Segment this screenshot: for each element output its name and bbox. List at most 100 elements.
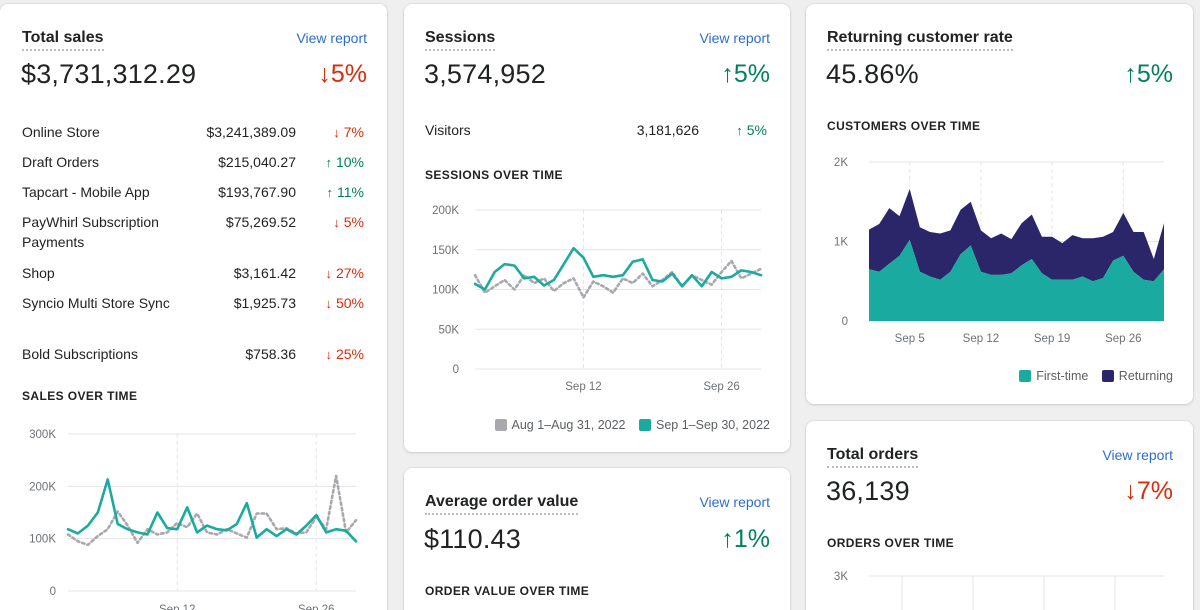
sales-channel-amount: $3,161.42: [233, 265, 296, 281]
sessions-view-report-link[interactable]: View report: [699, 30, 770, 46]
customers-legend: First-time Returning: [1009, 368, 1173, 384]
sales-chart-label: SALES OVER TIME: [22, 389, 138, 403]
down-arrow-icon: ↓: [333, 125, 340, 140]
sales-channel-name: Online Store: [22, 124, 100, 140]
legend-item-previous[interactable]: Aug 1–Aug 31, 2022: [494, 418, 626, 432]
sales-channel-name: Tapcart - Mobile App: [22, 184, 150, 200]
sessions-value: 3,574,952: [424, 59, 546, 89]
x-tick-label: Sep 12: [159, 604, 195, 610]
legend-item-first-time[interactable]: First-time: [1019, 369, 1088, 383]
sales-channel-change: ↓ 7%: [333, 122, 364, 143]
sales-channel-change-value: 27%: [335, 265, 364, 281]
returning-title[interactable]: Returning customer rate: [827, 28, 1013, 51]
y-tick-label: 200K: [29, 481, 56, 493]
sessions-chart-label: SESSIONS OVER TIME: [425, 168, 563, 182]
aov-delta: ↑1%: [721, 525, 770, 553]
aov-view-report-link[interactable]: View report: [699, 494, 770, 510]
orders-title[interactable]: Total orders: [827, 445, 919, 468]
legend-returning-label: Returning: [1118, 369, 1173, 383]
y-tick-label: 2K: [834, 157, 848, 169]
x-tick-label: Sep 26: [298, 604, 334, 610]
legend-swatch-current: [639, 419, 651, 431]
sales-channel-name: Draft Orders: [22, 154, 100, 170]
sales-channel-change-value: 50%: [335, 295, 364, 311]
x-tick-label: Sep 26: [703, 381, 739, 393]
sales-channel-change: ↓ 25%: [325, 344, 364, 365]
visitors-label: Visitors: [425, 122, 471, 138]
up-arrow-icon: ↑: [326, 185, 334, 200]
sales-channel-name: Bold Subscriptions: [22, 346, 138, 362]
y-tick-label: 1K: [834, 237, 848, 249]
total-sales-view-report-link[interactable]: View report: [296, 30, 367, 46]
sales-channel-change: ↑ 10%: [325, 152, 364, 173]
average-order-value-card: Average order value View report $110.43 …: [404, 468, 790, 610]
total-sales-title[interactable]: Total sales: [22, 28, 104, 51]
sales-channel-amount: $758.36: [245, 346, 296, 362]
area-first-time: [869, 239, 1164, 321]
sales-channel-change-value: 25%: [335, 346, 364, 362]
sessions-title[interactable]: Sessions: [425, 28, 496, 51]
sales-channel-amount: $1,925.73: [233, 295, 296, 311]
sales-channel-amount: $215,040.27: [218, 154, 296, 170]
y-tick-label: 150K: [432, 245, 459, 257]
sessions-legend: Aug 1–Aug 31, 2022 Sep 1–Sep 30, 2022: [485, 417, 770, 433]
sales-channel-amount: $3,241,389.09: [206, 124, 296, 140]
total-sales-value: $3,731,312.29: [21, 59, 197, 89]
up-arrow-icon: ↑: [325, 155, 332, 170]
sales-channel-name: Shop: [22, 265, 55, 281]
x-tick-label: Sep 12: [565, 381, 601, 393]
down-arrow-icon: ↓: [333, 215, 340, 230]
orders-view-report-link[interactable]: View report: [1102, 447, 1173, 463]
sales-channel-change-value: 11%: [337, 184, 364, 200]
y-tick-label: 100K: [29, 534, 56, 546]
sales-channel-change-value: 7%: [343, 124, 364, 140]
y-tick-label: 0: [842, 316, 848, 328]
sales-channel-change: ↓ 27%: [325, 263, 364, 284]
orders-over-time-chart: 3K: [834, 571, 1164, 610]
total-orders-card: Total orders View report 36,139 ↓7% ORDE…: [806, 421, 1193, 610]
x-tick-label: Sep 26: [1105, 333, 1141, 345]
customers-chart-label: CUSTOMERS OVER TIME: [827, 119, 981, 133]
x-tick-label: Sep 5: [895, 333, 925, 345]
x-tick-label: Sep 19: [1034, 333, 1070, 345]
legend-current-label: Sep 1–Sep 30, 2022: [656, 418, 770, 432]
legend-swatch-returning: [1101, 370, 1114, 382]
total-sales-delta: ↓5%: [318, 60, 367, 88]
y-tick-label: 50K: [439, 324, 460, 336]
sales-channel-change: ↓ 50%: [325, 293, 364, 314]
y-tick-label: 3K: [834, 571, 848, 583]
orders-value: 36,139: [826, 476, 910, 506]
legend-item-current[interactable]: Sep 1–Sep 30, 2022: [639, 418, 770, 432]
down-arrow-icon: ↓: [325, 296, 332, 311]
visitors-change-value: 5%: [746, 122, 767, 138]
sessions-over-time-chart: 0 50K 100K 150K 200K Sep 12 Sep 26: [432, 205, 763, 393]
orders-chart-label: ORDERS OVER TIME: [827, 536, 955, 550]
sales-channel-change: ↓ 5%: [333, 212, 364, 233]
series-line-previous: [473, 259, 763, 299]
aov-title[interactable]: Average order value: [425, 492, 579, 515]
aov-value: $110.43: [424, 524, 521, 554]
returning-delta: ↑5%: [1124, 60, 1173, 88]
down-arrow-icon: ↓: [325, 266, 332, 281]
y-tick-label: 0: [453, 364, 459, 376]
sessions-delta: ↑5%: [721, 60, 770, 88]
sales-over-time-chart: 0 100K 200K 300K Sep 12 Sep 26: [29, 429, 358, 610]
legend-swatch-previous: [494, 419, 507, 431]
legend-item-returning[interactable]: Returning: [1101, 369, 1173, 383]
up-arrow-icon: ↑: [736, 123, 743, 138]
down-arrow-icon: ↓: [325, 347, 332, 362]
series-line-current: [473, 246, 763, 291]
sales-channel-change-value: 10%: [335, 154, 364, 170]
orders-delta: ↓7%: [1124, 477, 1173, 505]
sales-channel-amount: $193,767.90: [218, 184, 296, 200]
visitors-value: 3,181,626: [636, 122, 699, 138]
legend-first-time-label: First-time: [1036, 369, 1089, 383]
sales-channel-name: Syncio Multi Store Sync: [22, 295, 170, 311]
sales-channel-change: ↑ 11%: [327, 182, 364, 203]
customers-over-time-chart: 0 1K 2K Sep 5 Sep 12 Sep 19 Sep 26: [834, 157, 1164, 345]
sales-channel-name: PayWhirl Subscription Payments: [22, 214, 159, 250]
y-tick-label: 200K: [432, 205, 459, 217]
legend-previous-label: Aug 1–Aug 31, 2022: [511, 418, 626, 432]
sales-channel-change-value: 5%: [343, 214, 364, 230]
visitors-change: ↑ 5%: [736, 120, 767, 141]
